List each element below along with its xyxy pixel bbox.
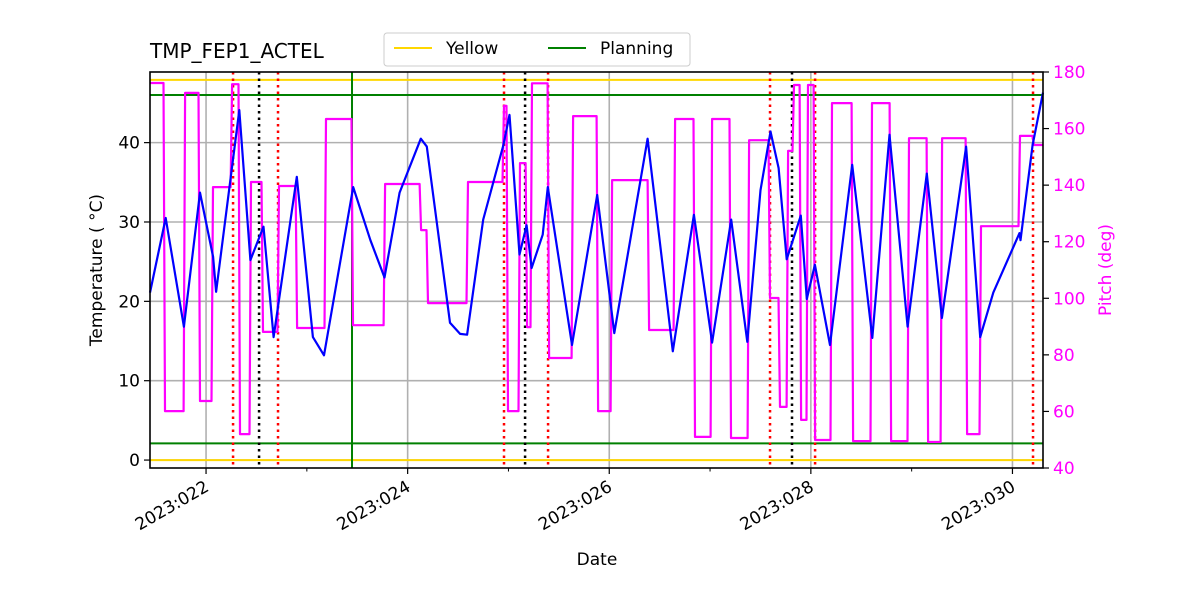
y2-axis-label: Pitch (deg) <box>1096 224 1116 316</box>
y-tick-label: 30 <box>118 213 140 233</box>
x-tick-label: 2023:022 <box>132 477 213 535</box>
legend-label-planning: Planning <box>600 39 673 59</box>
limit-lines <box>150 78 1043 462</box>
legend-box <box>383 32 691 67</box>
y2-tick-label: 60 <box>1053 402 1075 422</box>
y-tick-label: 40 <box>118 134 140 154</box>
y2-tick-label: 100 <box>1053 289 1085 309</box>
y2-tick-label: 180 <box>1053 63 1085 83</box>
legend: Yellow Planning <box>383 32 691 67</box>
chart-title: TMP_FEP1_ACTEL <box>149 39 325 63</box>
y2-tick-label: 120 <box>1053 233 1085 253</box>
y-tick-label: 0 <box>129 451 140 471</box>
x-tick-label: 2023:030 <box>938 477 1019 535</box>
x-tick-label: 2023:024 <box>334 477 415 535</box>
y2-tick-label: 80 <box>1053 346 1075 366</box>
legend-label-yellow: Yellow <box>445 39 498 59</box>
y-axis-label: Temperature ( °C) <box>87 194 107 347</box>
y2-tick-label: 140 <box>1053 176 1085 196</box>
plot-frame <box>149 71 1044 469</box>
y-tick-label: 10 <box>118 372 140 392</box>
x-axis-label: Date <box>577 550 618 570</box>
y2-tick-label: 160 <box>1053 120 1085 140</box>
x-tick-label: 2023:026 <box>535 477 616 535</box>
x-tick-label: 2023:028 <box>737 477 818 535</box>
y-tick-label: 20 <box>118 292 140 312</box>
series-group <box>148 81 1045 444</box>
temperature-series-line <box>148 92 1045 357</box>
y2-tick-label: 40 <box>1053 459 1075 479</box>
